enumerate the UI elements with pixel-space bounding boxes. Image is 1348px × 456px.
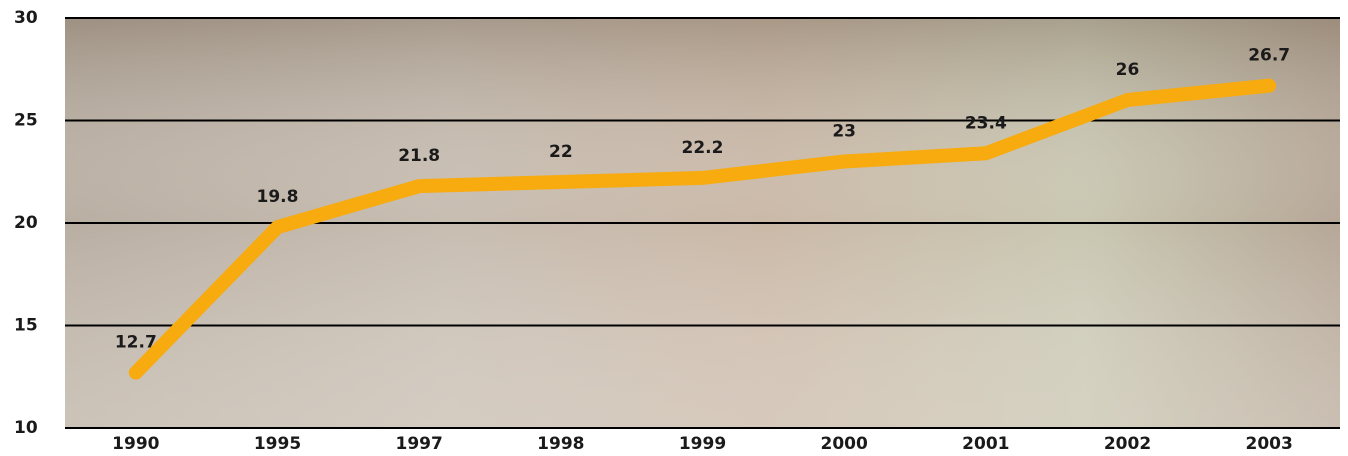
x-tick-label: 1990	[112, 434, 159, 454]
x-tick-label: 2001	[962, 434, 1009, 454]
x-tick-label: 1999	[679, 434, 726, 454]
value-label: 12.7	[115, 333, 157, 353]
x-tick-label: 1997	[396, 434, 443, 454]
x-tick-label: 1998	[537, 434, 584, 454]
data-line	[128, 78, 1277, 380]
value-label: 22.2	[682, 138, 724, 158]
value-label: 21.8	[398, 146, 440, 166]
value-label: 26.7	[1248, 46, 1290, 66]
x-tick-label: 1995	[254, 434, 301, 454]
y-tick-label: 15	[14, 316, 38, 336]
y-tick-label: 30	[14, 8, 38, 28]
value-label: 22	[549, 142, 573, 162]
y-tick-label: 10	[14, 418, 38, 438]
x-tick-label: 2002	[1104, 434, 1151, 454]
value-label: 23.4	[965, 113, 1007, 133]
x-tick-label: 2003	[1246, 434, 1293, 454]
value-label: 23	[832, 122, 856, 142]
y-tick-label: 20	[14, 213, 38, 233]
y-tick-label: 25	[14, 111, 38, 131]
value-label: 19.8	[257, 187, 299, 207]
value-label: 26	[1116, 60, 1140, 80]
x-tick-label: 2000	[821, 434, 868, 454]
